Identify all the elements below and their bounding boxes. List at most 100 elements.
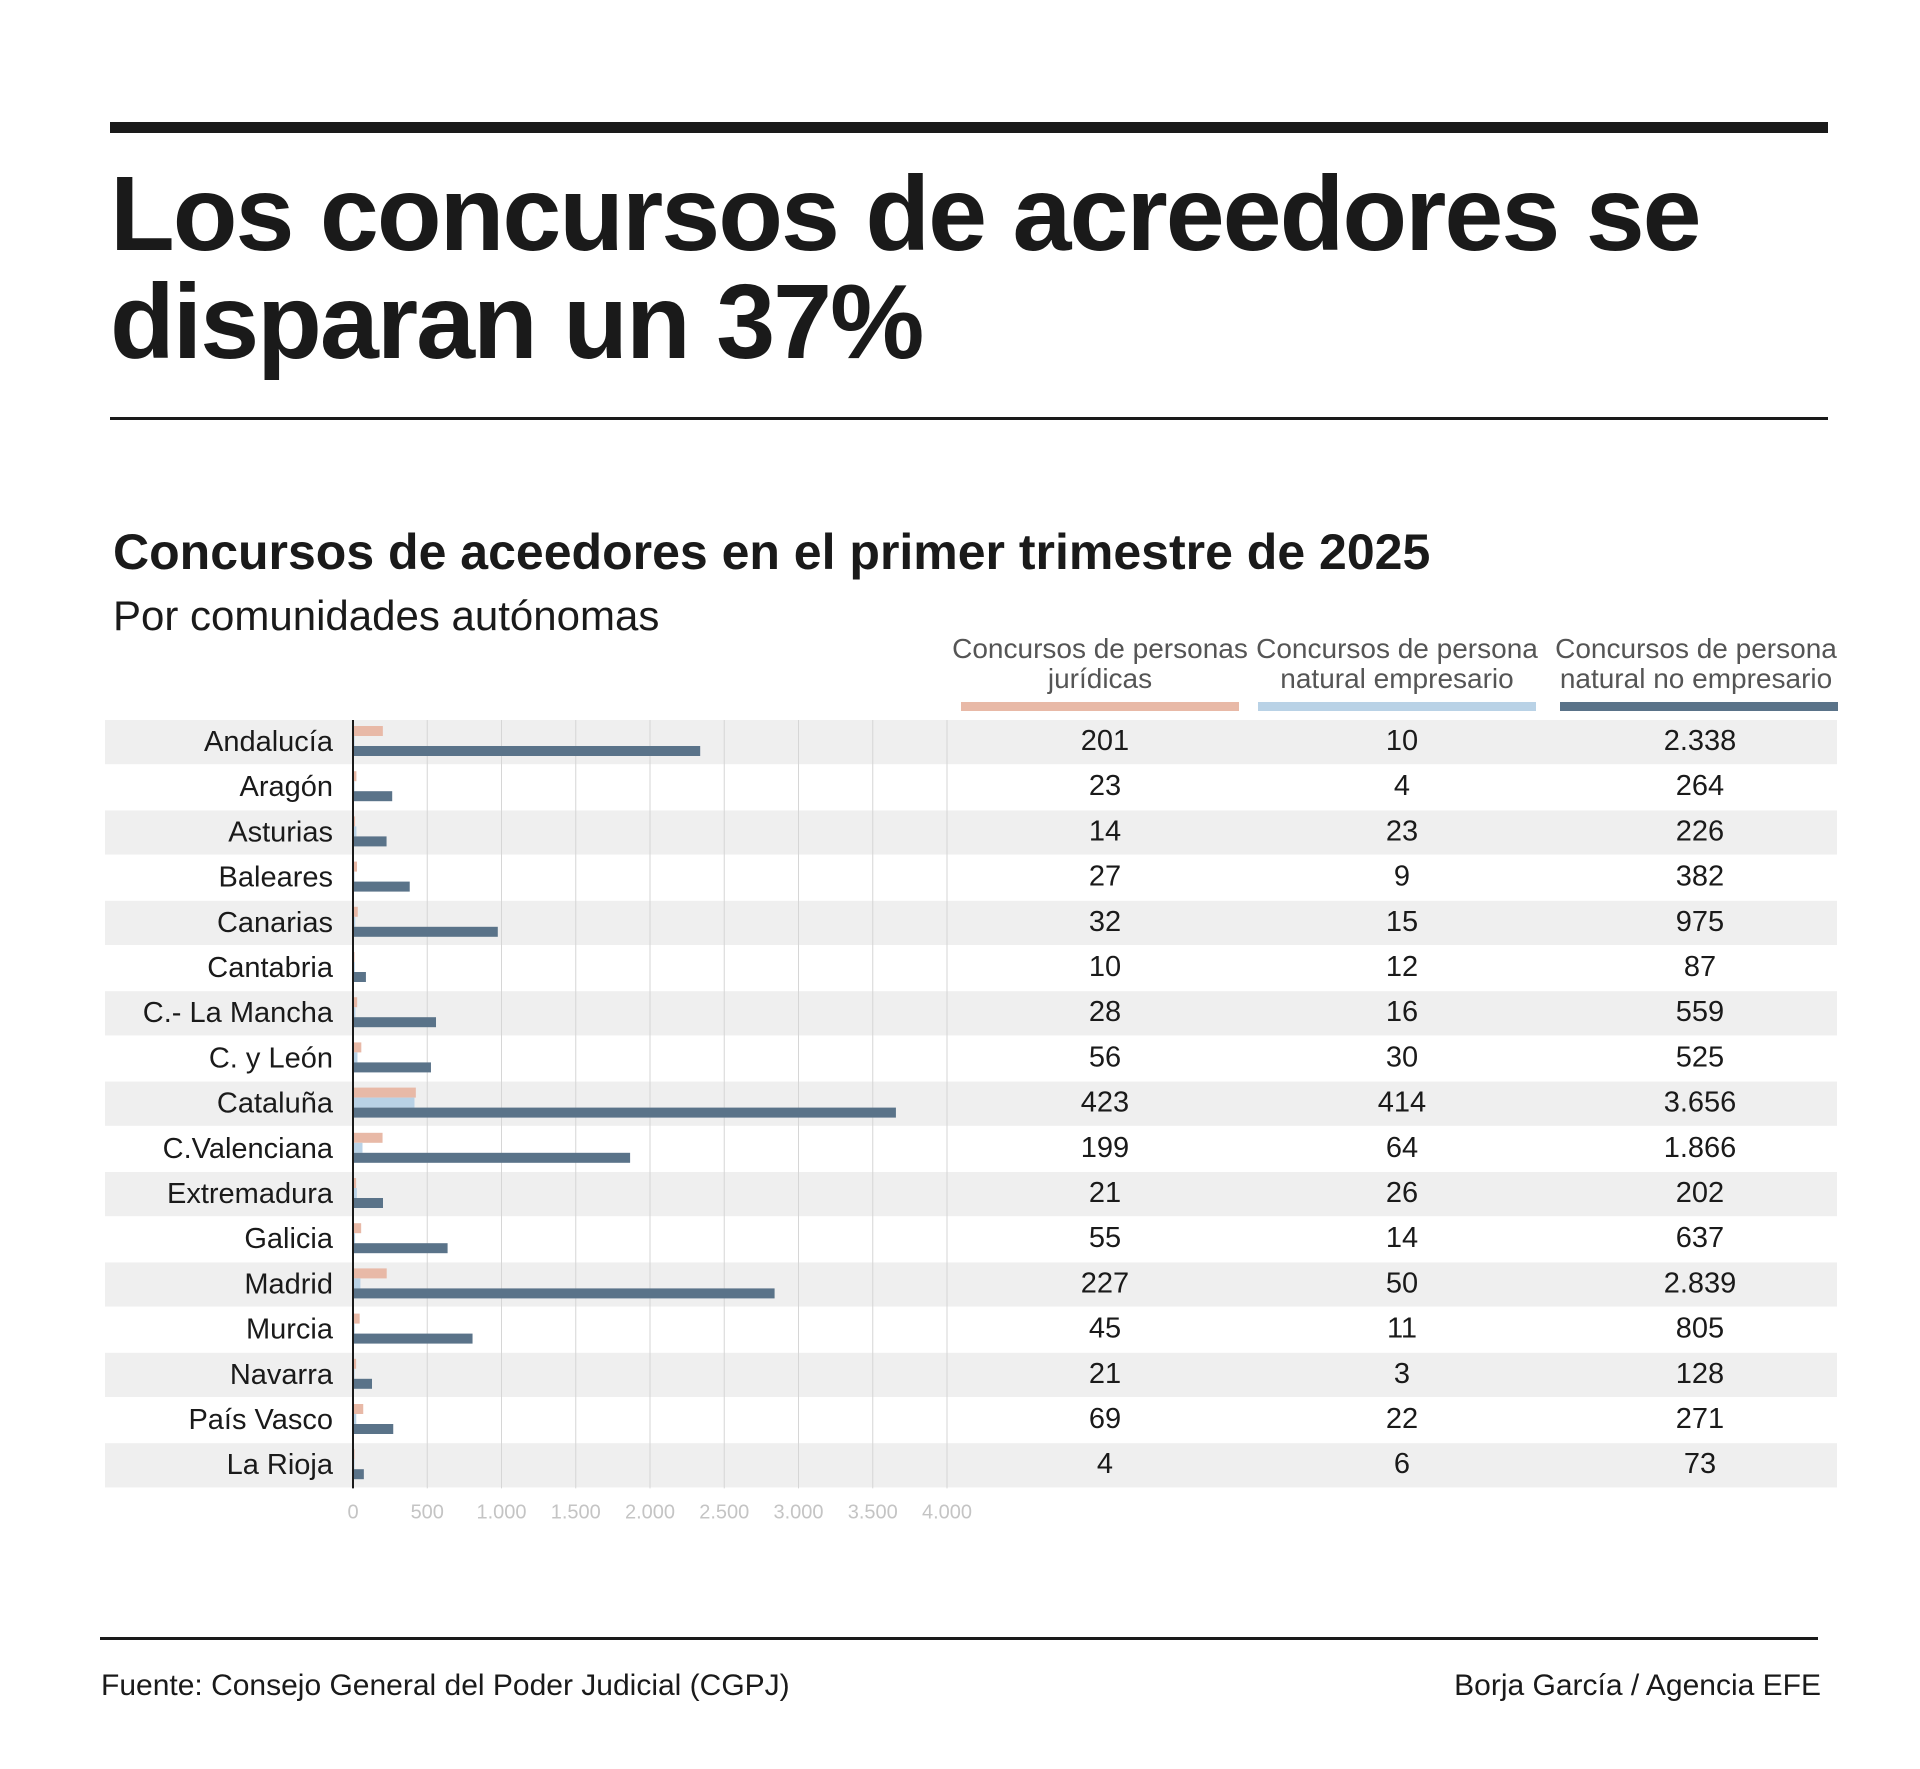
category-label: Canarias — [217, 907, 333, 939]
bar — [353, 1424, 394, 1434]
row-stripe — [105, 900, 1837, 945]
value-label: 975 — [1676, 906, 1724, 938]
row-stripe — [105, 1262, 1837, 1307]
bar — [353, 1198, 383, 1208]
bar — [353, 816, 356, 827]
bar — [353, 1017, 437, 1028]
value-label: 382 — [1676, 861, 1724, 893]
category-label: Cataluña — [217, 1088, 334, 1120]
x-tick-label: 2.500 — [699, 1501, 749, 1523]
bar — [353, 1243, 448, 1254]
value-label: 525 — [1676, 1041, 1724, 1073]
column-header-no-empresario: Concursos de persona natural no empresar… — [1555, 633, 1837, 694]
value-label: 15 — [1386, 906, 1418, 938]
value-label: 226 — [1676, 815, 1724, 847]
legend-swatch-no-empresario — [1560, 702, 1838, 711]
value-label: 30 — [1386, 1041, 1418, 1073]
bar — [353, 1404, 364, 1414]
x-tick-label: 1.000 — [476, 1501, 526, 1523]
category-label: C.- La Mancha — [143, 997, 334, 1029]
source-note: Fuente: Consejo General del Poder Judici… — [101, 1669, 790, 1702]
chart-subtitle: Por comunidades autónomas — [113, 592, 660, 639]
top-rule — [110, 122, 1828, 133]
value-label: 21 — [1089, 1358, 1121, 1390]
row-stripe — [105, 991, 1837, 1036]
chart-title: Concursos de aceedores en el primer trim… — [113, 524, 1431, 580]
x-tick-label: 500 — [411, 1501, 444, 1523]
x-tick-label: 3.000 — [773, 1501, 823, 1523]
bar — [353, 1378, 373, 1389]
x-tick-label: 4.000 — [922, 1501, 972, 1523]
value-label: 637 — [1676, 1222, 1724, 1254]
bar — [353, 1278, 361, 1289]
headline-rule — [110, 417, 1828, 420]
value-label: 3 — [1394, 1358, 1410, 1390]
bar — [353, 1007, 356, 1018]
value-label: 55 — [1089, 1222, 1121, 1254]
credit-note: Borja García / Agencia EFE — [1454, 1669, 1821, 1702]
bar — [353, 836, 387, 847]
value-label: 23 — [1089, 770, 1121, 802]
bar — [353, 1288, 775, 1299]
row-stripe — [105, 720, 1837, 765]
value-label: 805 — [1676, 1313, 1724, 1345]
value-label: 9 — [1394, 861, 1410, 893]
value-label: 21 — [1089, 1177, 1121, 1209]
bar — [353, 1223, 362, 1234]
bar — [353, 826, 357, 837]
category-label: Madrid — [244, 1268, 333, 1300]
value-label: 4 — [1097, 1448, 1113, 1480]
value-label: 50 — [1386, 1267, 1418, 1299]
category-label: C.Valenciana — [163, 1133, 334, 1165]
value-label: 264 — [1676, 770, 1724, 802]
value-label: 10 — [1386, 725, 1418, 757]
value-label: 271 — [1676, 1403, 1724, 1435]
bar — [353, 1142, 363, 1153]
headline: Los concursos de acreedores se disparan … — [110, 155, 1702, 381]
category-label: Aragón — [239, 771, 333, 803]
value-label: 87 — [1684, 951, 1716, 983]
value-label: 199 — [1081, 1132, 1129, 1164]
value-label: 12 — [1386, 951, 1418, 983]
value-label: 2.338 — [1664, 725, 1737, 757]
category-label: Asturias — [228, 816, 333, 848]
value-label: 6 — [1394, 1448, 1410, 1480]
value-label: 16 — [1386, 996, 1418, 1028]
category-label: País Vasco — [188, 1404, 333, 1436]
bar — [353, 881, 410, 892]
legend-swatch-empresario — [1258, 702, 1536, 711]
bar — [353, 1414, 357, 1424]
value-label: 414 — [1378, 1087, 1426, 1119]
category-label: Andalucía — [204, 726, 334, 758]
bar — [353, 1268, 387, 1279]
bar — [353, 997, 358, 1008]
value-label: 45 — [1089, 1313, 1121, 1345]
value-label: 69 — [1089, 1403, 1121, 1435]
value-label: 28 — [1089, 996, 1121, 1028]
bar — [353, 1132, 383, 1143]
value-label: 32 — [1089, 906, 1121, 938]
bar — [353, 1469, 364, 1480]
row-stripe — [105, 1443, 1837, 1488]
bar — [353, 1097, 415, 1108]
bar — [353, 916, 356, 927]
column-header-empresario: Concursos de persona natural empresario — [1256, 633, 1538, 694]
value-label: 1.866 — [1664, 1132, 1737, 1164]
footer-rule — [100, 1637, 1818, 1640]
value-label: 27 — [1089, 861, 1121, 893]
value-label: 3.656 — [1664, 1087, 1737, 1119]
legend-swatch-juridicas — [961, 702, 1239, 711]
category-label: La Rioja — [227, 1449, 334, 1481]
value-label: 2.839 — [1664, 1267, 1737, 1299]
column-header-juridicas: Concursos de personas jurídicas — [952, 633, 1248, 694]
value-label: 23 — [1386, 815, 1418, 847]
bar — [353, 861, 358, 872]
bar — [353, 972, 366, 982]
value-label: 56 — [1089, 1041, 1121, 1073]
x-tick-label: 1.500 — [551, 1501, 601, 1523]
bar — [353, 1152, 631, 1163]
category-label: Navarra — [230, 1359, 334, 1391]
bar — [353, 1087, 416, 1098]
category-label: Galicia — [244, 1223, 334, 1255]
